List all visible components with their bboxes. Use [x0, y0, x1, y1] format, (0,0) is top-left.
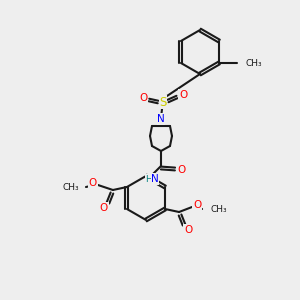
Text: CH₃: CH₃	[62, 182, 79, 191]
Text: O: O	[139, 93, 147, 103]
Text: O: O	[184, 225, 192, 235]
Text: H: H	[146, 175, 152, 184]
Text: S: S	[159, 95, 167, 109]
Text: O: O	[100, 203, 108, 213]
Text: O: O	[177, 165, 185, 175]
Text: O: O	[89, 178, 97, 188]
Text: O: O	[193, 200, 201, 210]
Text: O: O	[179, 90, 187, 100]
Text: N: N	[151, 174, 159, 184]
Text: N: N	[157, 114, 165, 124]
Text: CH₃: CH₃	[245, 58, 262, 68]
Text: CH₃: CH₃	[210, 205, 227, 214]
